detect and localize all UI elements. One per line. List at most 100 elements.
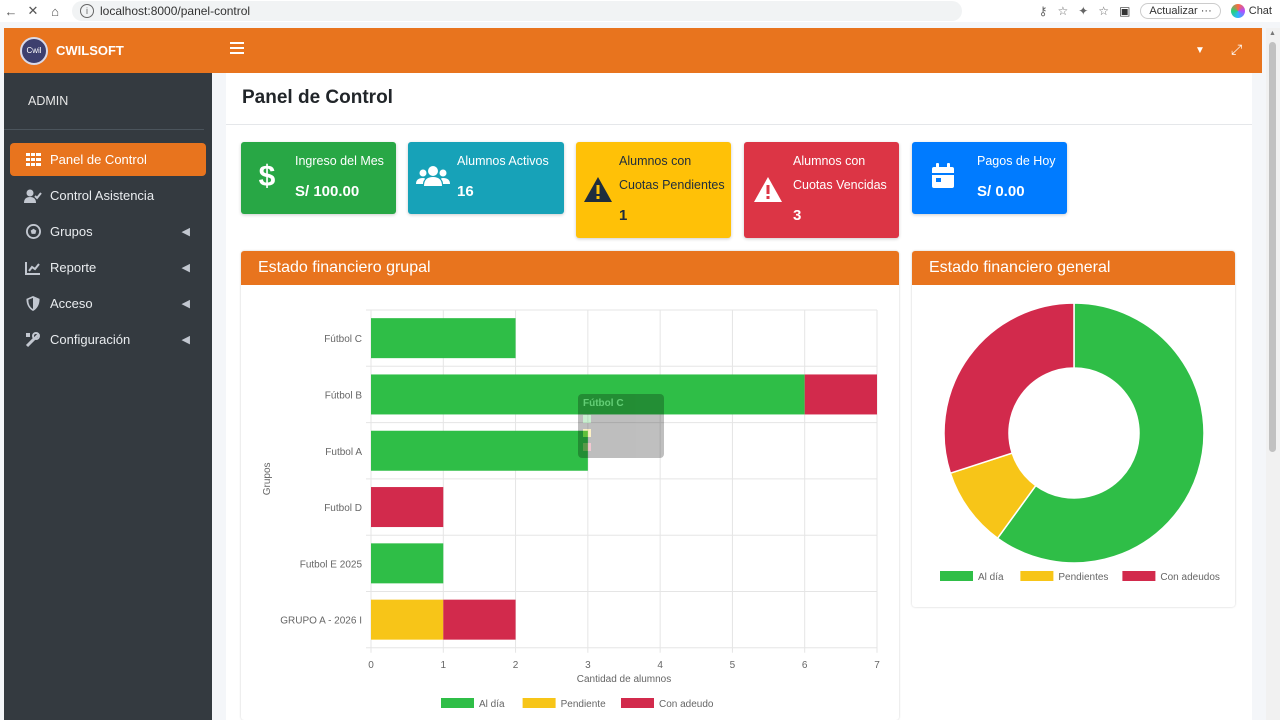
sidebar-item-reporte[interactable]: Reporte ◀ (10, 251, 206, 284)
sidebar-item-panel-de-control[interactable]: Panel de Control (10, 143, 206, 176)
sidebar-item-label: Grupos (50, 224, 93, 239)
user-check-icon (24, 189, 42, 203)
bar-segment[interactable] (371, 599, 444, 640)
info-box-value: 3 (793, 207, 802, 224)
chevron-left-icon: ◀ (181, 334, 190, 346)
info-box-cuotas-vencidas[interactable]: Alumnos con Cuotas Vencidas 3 (744, 142, 899, 238)
info-box-cuotas-pendientes[interactable]: Alumnos con Cuotas Pendientes 1 (576, 142, 731, 238)
info-box-label: Alumnos Activos (457, 154, 549, 168)
page-scrollbar[interactable]: ▲ (1266, 28, 1280, 720)
sidebar-item-configuracion[interactable]: Configuración ◀ (10, 323, 206, 356)
info-box-label: Pagos de Hoy (977, 154, 1056, 168)
legend-label[interactable]: Con adeudos (1160, 572, 1220, 583)
sidebar-item-label: Acceso (50, 296, 93, 311)
top-navbar: ▼ ⤢ (212, 28, 1262, 73)
info-box-value: S/ 100.00 (295, 183, 360, 200)
info-box-alumnos-activos[interactable]: Alumnos Activos 16 (408, 142, 564, 214)
sidebar-item-control-asistencia[interactable]: Control Asistencia (10, 179, 206, 212)
brand-link[interactable]: Cwil CWILSOFT (4, 28, 212, 73)
x-tick-label: 2 (513, 660, 519, 671)
bar-segment[interactable] (371, 543, 444, 584)
back-icon[interactable]: ← (4, 3, 18, 19)
info-box-pagos-hoy[interactable]: Pagos de Hoy S/ 0.00 (912, 142, 1067, 214)
x-tick-label: 5 (730, 660, 736, 671)
donut-slice[interactable] (943, 302, 1075, 475)
x-tick-label: 4 (657, 660, 663, 671)
sidebar-item-label: Configuración (50, 332, 131, 347)
home-icon[interactable]: ⌂ (51, 3, 59, 19)
copilot-icon (1230, 4, 1245, 18)
chevron-left-icon: ◀ (181, 262, 190, 274)
bar-chart: 0 1 2 3 4 5 6 7 Fútbol C Fútbol B Futbol A Futbol D… (262, 309, 880, 710)
caret-down-icon[interactable]: ▼ (1195, 45, 1205, 56)
tools-icon (24, 331, 42, 348)
sidebar-item-grupos[interactable]: Grupos ◀ (10, 215, 206, 248)
grid-icon (24, 153, 42, 166)
key-icon[interactable]: ⚷ (1038, 4, 1048, 18)
info-icon[interactable]: i (80, 4, 94, 18)
reading-icon[interactable]: ▣ (1119, 4, 1131, 18)
legend-label[interactable]: Al día (479, 699, 505, 710)
extensions-icon[interactable]: ✦ (1078, 4, 1089, 18)
info-box-ingreso-mes[interactable]: $ Ingreso del Mes S/ 100.00 (241, 142, 396, 214)
x-tick-label: 1 (441, 660, 447, 671)
legend-label[interactable]: Pendiente (561, 699, 606, 710)
legend-swatch[interactable] (1122, 571, 1156, 581)
y-tick-label: Fútbol C (324, 334, 362, 345)
legend-label[interactable]: Con adeudo (659, 699, 714, 710)
donut-slice[interactable] (996, 302, 1205, 564)
scroll-thumb[interactable] (1269, 42, 1276, 452)
legend-label[interactable]: Al día (978, 572, 1004, 583)
info-box-label-line1: Alumnos con (793, 154, 866, 168)
info-box-label-line1: Alumnos con (619, 154, 692, 168)
y-tick-label: Futbol D (324, 503, 362, 514)
scroll-up-icon[interactable]: ▲ (1269, 30, 1276, 37)
fullscreen-icon[interactable]: ⤢ (1231, 41, 1243, 57)
bar-segment[interactable] (371, 487, 444, 528)
chevron-left-icon: ◀ (181, 298, 190, 310)
card-title: Estado financiero grupal (241, 251, 899, 285)
users-icon (416, 164, 450, 188)
address-bar[interactable]: i localhost:8000/panel-control (72, 1, 962, 21)
content-header: Panel de Control (226, 73, 1252, 125)
sidebar-item-label: Panel de Control (50, 152, 147, 167)
info-box-value: S/ 0.00 (977, 183, 1025, 200)
x-tick-label: 6 (802, 660, 808, 671)
legend-swatch[interactable] (1020, 571, 1054, 581)
info-box-label-line2: Cuotas Vencidas (793, 178, 887, 192)
update-button[interactable]: Actualizar ··· (1140, 3, 1221, 19)
brand-logo: Cwil (20, 36, 48, 65)
sidebar: Cwil CWILSOFT ADMIN Panel de Control Con… (4, 28, 212, 720)
dollar-icon: $ (258, 160, 276, 193)
sidebar-nav: Panel de Control Control Asistencia Grup… (4, 130, 212, 356)
star-icon[interactable]: ☆ (1057, 4, 1069, 18)
bar-segment[interactable] (371, 318, 516, 359)
bar-segment[interactable] (371, 374, 805, 415)
menu-toggle-icon[interactable] (230, 42, 244, 57)
chart-tooltip: Fútbol C (578, 394, 664, 458)
bar-segment[interactable] (804, 374, 877, 415)
legend-swatch[interactable] (441, 698, 474, 708)
legend-label[interactable]: Pendientes (1058, 572, 1108, 583)
bar-segment[interactable] (443, 599, 516, 640)
x-tick-label: 3 (585, 660, 591, 671)
calendar-icon (931, 163, 955, 189)
user-panel[interactable]: ADMIN (4, 73, 204, 130)
x-axis-label: Cantidad de alumnos (577, 674, 672, 685)
legend-swatch[interactable] (940, 571, 973, 581)
legend-swatch[interactable] (621, 698, 654, 708)
close-icon[interactable]: ✕ (27, 3, 39, 18)
donut-chart-card: Estado financiero general Al día Pendient… (912, 251, 1235, 607)
chat-button[interactable]: Chat (1230, 4, 1272, 18)
bar-chart-card: Estado financiero grupal 0 1 2 3 4 5 6 7 Fútbol … (241, 251, 899, 720)
shield-icon (24, 296, 42, 311)
brand-name: CWILSOFT (56, 43, 124, 58)
y-tick-label: Futbol A (325, 447, 362, 458)
bar-segment[interactable] (371, 430, 588, 471)
favorites-icon[interactable]: ☆ (1098, 4, 1110, 18)
update-label: Actualizar (1149, 5, 1198, 17)
info-box-value: 16 (457, 183, 474, 200)
info-box-label: Ingreso del Mes (295, 154, 384, 168)
sidebar-item-acceso[interactable]: Acceso ◀ (10, 287, 206, 320)
legend-swatch[interactable] (522, 698, 556, 708)
